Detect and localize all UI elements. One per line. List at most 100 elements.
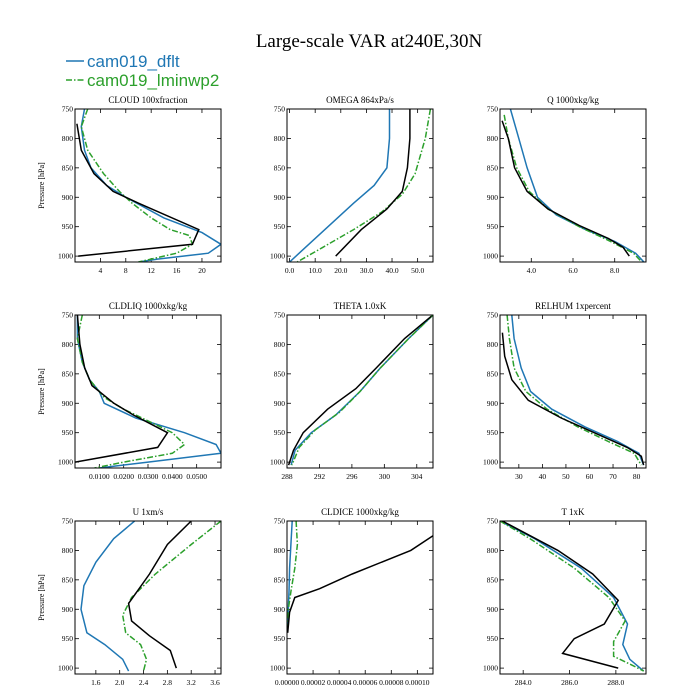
y-tick-label: 850 (487, 163, 499, 172)
figure-title: Large-scale VAR at240E,30N (256, 31, 483, 52)
series-line-cam019_lminwp2 (76, 315, 186, 468)
panel-7: CLDICE 1000xkg/kg 750 800 850 900 950 1000 0.00… (270, 507, 434, 687)
x-tick-label: 70 (609, 472, 617, 481)
y-tick-label: 850 (274, 369, 286, 378)
series-line-reference (75, 315, 169, 463)
x-tick-label: 0.0100 (89, 472, 110, 481)
x-tick-label: 0.00004 (327, 678, 352, 687)
x-tick-label: 0.0200 (113, 472, 134, 481)
plot-frame (74, 520, 222, 675)
y-tick-label: 1000 (270, 458, 285, 467)
x-tick-label: 30 (515, 472, 523, 481)
series-line-cam019_dflt (509, 109, 645, 262)
x-tick-label: 0.00010 (405, 678, 430, 687)
legend: cam019_dflt cam019_lminwp2 (66, 52, 219, 90)
panel-title: CLDICE 1000xkg/kg (321, 507, 399, 517)
y-axis-label: Pressure [hPa] (37, 162, 46, 209)
panel-3: CLDLIQ 1000xkg/kg Pressure [hPa] 750 800 850… (37, 301, 222, 481)
series-line-cam019_dflt (80, 109, 221, 262)
y-tick-label: 900 (62, 605, 74, 614)
y-tick-label: 1000 (483, 252, 498, 261)
x-tick-label: 284.0 (515, 678, 532, 687)
plot-frame (74, 108, 222, 263)
y-tick-label: 1000 (270, 252, 285, 261)
panels: CLOUD 100xfraction Pressure [hPa] 750 800 85… (37, 95, 647, 687)
series-line-reference (501, 521, 620, 669)
y-tick-label: 900 (487, 193, 499, 202)
y-tick-label: 900 (62, 399, 74, 408)
y-tick-label: 750 (62, 311, 74, 320)
series-line-cam019_lminwp2 (506, 315, 642, 466)
y-tick-label: 950 (62, 428, 74, 437)
x-tick-label: 40.0 (385, 266, 398, 275)
y-tick-label: 800 (274, 134, 286, 143)
series-line-cam019_lminwp2 (291, 315, 433, 466)
y-tick-label: 750 (274, 517, 286, 526)
x-tick-label: 10.0 (309, 266, 322, 275)
x-tick-label: 2.0 (115, 678, 125, 687)
y-tick-label: 800 (487, 134, 499, 143)
x-tick-label: 4 (99, 266, 103, 275)
x-tick-label: 1.6 (91, 678, 101, 687)
panel-title: OMEGA 864xPa/s (326, 95, 394, 105)
x-tick-label: 2.4 (139, 678, 149, 687)
legend-label-dflt: cam019_dflt (87, 52, 180, 71)
y-tick-label: 950 (62, 634, 74, 643)
panel-title: CLOUD 100xfraction (108, 95, 188, 105)
x-tick-label: 12 (147, 266, 155, 275)
y-tick-label: 750 (487, 311, 499, 320)
x-tick-label: 6.0 (568, 266, 578, 275)
plot-frame (286, 520, 434, 675)
panel-6: U 1xm/s Pressure [hPa] 750 800 850 900 950 1000… (37, 507, 222, 687)
x-tick-label: 0.0500 (186, 472, 207, 481)
plot-frame (286, 108, 434, 263)
y-tick-label: 750 (487, 105, 499, 114)
y-tick-label: 850 (62, 575, 74, 584)
y-tick-label: 950 (487, 222, 499, 231)
x-tick-label: 0.0300 (138, 472, 159, 481)
y-tick-label: 900 (62, 193, 74, 202)
series-line-reference (501, 332, 645, 466)
panel-5: RELHUM 1xpercent 750 800 850 900 950 1000 30 40 5… (483, 301, 647, 481)
y-tick-label: 950 (274, 428, 286, 437)
series-line-reference (501, 120, 630, 257)
series-line-cam019_dflt (287, 521, 293, 627)
y-tick-label: 800 (62, 546, 74, 555)
panel-title: CLDLIQ 1000xkg/kg (109, 301, 188, 311)
y-tick-label: 1000 (270, 664, 285, 673)
series-line-cam019_dflt (76, 315, 221, 468)
panel-4: THETA 1.0xK 750 800 850 900 950 1000 288 292 296 3… (270, 301, 434, 481)
x-tick-label: 0.00002 (301, 678, 326, 687)
y-tick-label: 800 (274, 546, 286, 555)
y-tick-label: 1000 (58, 664, 73, 673)
x-tick-label: 300 (379, 472, 391, 481)
y-tick-label: 950 (274, 634, 286, 643)
x-tick-label: 0.0 (285, 266, 295, 275)
x-tick-label: 0.00008 (379, 678, 404, 687)
x-tick-label: 8.0 (610, 266, 620, 275)
x-tick-label: 3.2 (187, 678, 197, 687)
series-line-cam019_dflt (511, 315, 645, 466)
x-tick-label: 2.8 (163, 678, 173, 687)
panel-2: Q 1000xkg/kg 750 800 850 900 950 1000 4.0 6.0 8.0 (483, 95, 647, 275)
y-tick-label: 850 (274, 163, 286, 172)
plot-frame (286, 314, 434, 469)
series-line-reference (76, 123, 200, 257)
x-tick-label: 30.0 (360, 266, 373, 275)
series-line-cam019_dflt (501, 521, 645, 672)
y-tick-label: 950 (487, 634, 499, 643)
x-tick-label: 40 (539, 472, 547, 481)
x-tick-label: 20.0 (334, 266, 347, 275)
x-tick-label: 286.0 (561, 678, 578, 687)
y-tick-label: 1000 (483, 458, 498, 467)
y-tick-label: 800 (487, 340, 499, 349)
series-line-cam019_dflt (290, 315, 433, 466)
series-line-reference (287, 535, 433, 633)
y-tick-label: 1000 (483, 664, 498, 673)
panel-title: THETA 1.0xK (334, 301, 387, 311)
panel-title: T 1xK (561, 507, 585, 517)
y-tick-label: 900 (274, 605, 286, 614)
y-axis-label: Pressure [hPa] (37, 574, 46, 621)
y-tick-label: 1000 (58, 458, 73, 467)
